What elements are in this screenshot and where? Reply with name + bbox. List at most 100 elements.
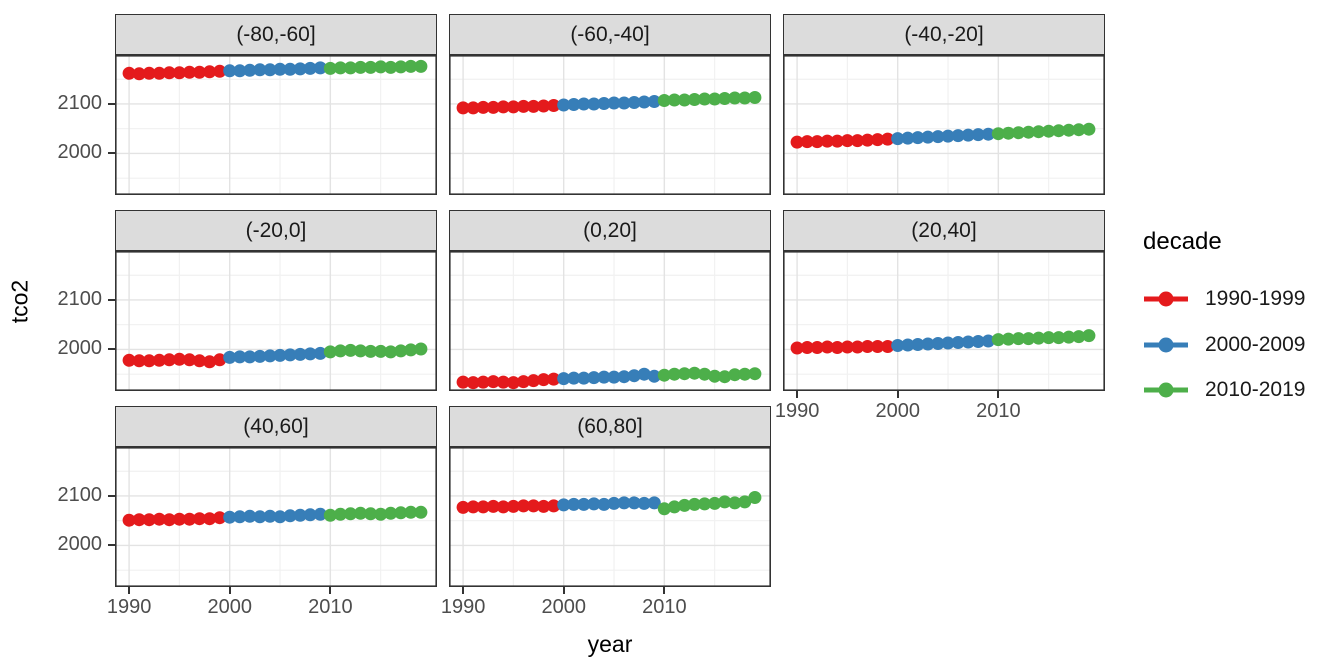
panel-border (783, 55, 1105, 195)
data-point (1072, 330, 1086, 344)
data-point (871, 340, 885, 353)
facet-panel (449, 251, 771, 391)
x-tick-label: 1990 (440, 596, 486, 618)
data-point (961, 128, 975, 142)
legend-key-icon (1144, 382, 1188, 398)
data-point (283, 62, 297, 76)
data-point (364, 344, 378, 358)
legend: decade 1990-1999 2000-2009 2010-2019 (1143, 228, 1343, 401)
data-point (496, 375, 510, 389)
data-point (667, 93, 681, 107)
data-point (1062, 123, 1076, 137)
facet-panel (115, 251, 437, 391)
data-point (557, 372, 571, 386)
data-point (193, 65, 206, 79)
data-point (1042, 331, 1056, 345)
data-point (486, 499, 500, 513)
data-point (597, 97, 611, 110)
data-point (132, 354, 146, 368)
data-point (688, 366, 701, 380)
data-point (851, 340, 864, 354)
data-point (496, 500, 510, 514)
data-point (557, 98, 571, 112)
data-point (517, 375, 530, 389)
panel-background (783, 55, 1105, 195)
x-tick-mark (896, 391, 899, 398)
data-point (414, 342, 428, 356)
legend-entry: 2010-2019 (1143, 375, 1305, 405)
data-point (122, 513, 136, 527)
data-point (921, 337, 935, 351)
data-point (162, 66, 176, 80)
data-point (597, 370, 611, 384)
data-point (718, 495, 732, 509)
data-point (203, 65, 217, 79)
data-point (678, 93, 691, 107)
data-point (688, 497, 701, 511)
data-point (748, 491, 762, 504)
data-point (1022, 125, 1035, 139)
legend-entry-label: 1990-1999 (1205, 287, 1306, 310)
x-tick-mark (663, 587, 666, 594)
legend-title: decade (1143, 228, 1222, 255)
data-point (678, 498, 691, 512)
data-point (657, 94, 671, 107)
data-point (748, 367, 762, 381)
data-point (1052, 331, 1066, 345)
legend-entry: 2000-2009 (1143, 330, 1305, 360)
data-point (708, 92, 722, 106)
data-point (830, 341, 844, 354)
facet-label: (-40,-20] (904, 22, 984, 46)
data-point (223, 510, 237, 524)
data-point (527, 499, 540, 513)
data-point (647, 95, 661, 108)
data-point (567, 371, 581, 385)
data-point (941, 129, 955, 143)
x-tick-label: 2000 (875, 400, 920, 422)
y-tick-label: 2100 (57, 483, 103, 506)
data-point (263, 63, 277, 77)
panel-background (449, 447, 771, 587)
data-point (253, 510, 267, 524)
data-point (871, 133, 885, 147)
y-tick-label: 2000 (57, 533, 103, 556)
x-tick-mark (329, 587, 332, 594)
data-point (243, 509, 257, 523)
data-point (577, 371, 591, 385)
data-point (313, 61, 327, 75)
data-point (354, 506, 367, 520)
data-point (1012, 332, 1025, 346)
y-tick-mark (108, 102, 115, 105)
data-point (243, 63, 257, 77)
data-point (183, 65, 196, 79)
facet-strip: (-80,-60] (115, 14, 437, 55)
data-point (476, 100, 490, 114)
data-point (283, 509, 297, 523)
facet-strip: (-60,-40] (449, 14, 771, 55)
data-point (132, 67, 146, 81)
data-point (253, 349, 267, 363)
data-point (971, 128, 985, 142)
x-tick-mark (796, 391, 799, 398)
x-tick-label: 2000 (207, 596, 252, 618)
data-point (183, 512, 196, 526)
data-point (152, 66, 166, 80)
data-point (476, 375, 490, 389)
panel-background (783, 251, 1105, 391)
data-point (456, 500, 470, 514)
data-point (263, 509, 277, 523)
data-point (567, 98, 581, 111)
data-point (810, 135, 824, 149)
data-point (790, 341, 804, 355)
data-point (991, 127, 1005, 141)
data-point (496, 100, 510, 114)
data-point (344, 61, 357, 75)
data-point (466, 500, 480, 514)
data-point (738, 91, 752, 105)
data-point (851, 134, 864, 148)
data-point (627, 96, 641, 109)
facet-label: (60,80] (577, 414, 643, 438)
data-point (881, 132, 895, 146)
data-point (537, 99, 551, 113)
data-point (172, 512, 186, 526)
